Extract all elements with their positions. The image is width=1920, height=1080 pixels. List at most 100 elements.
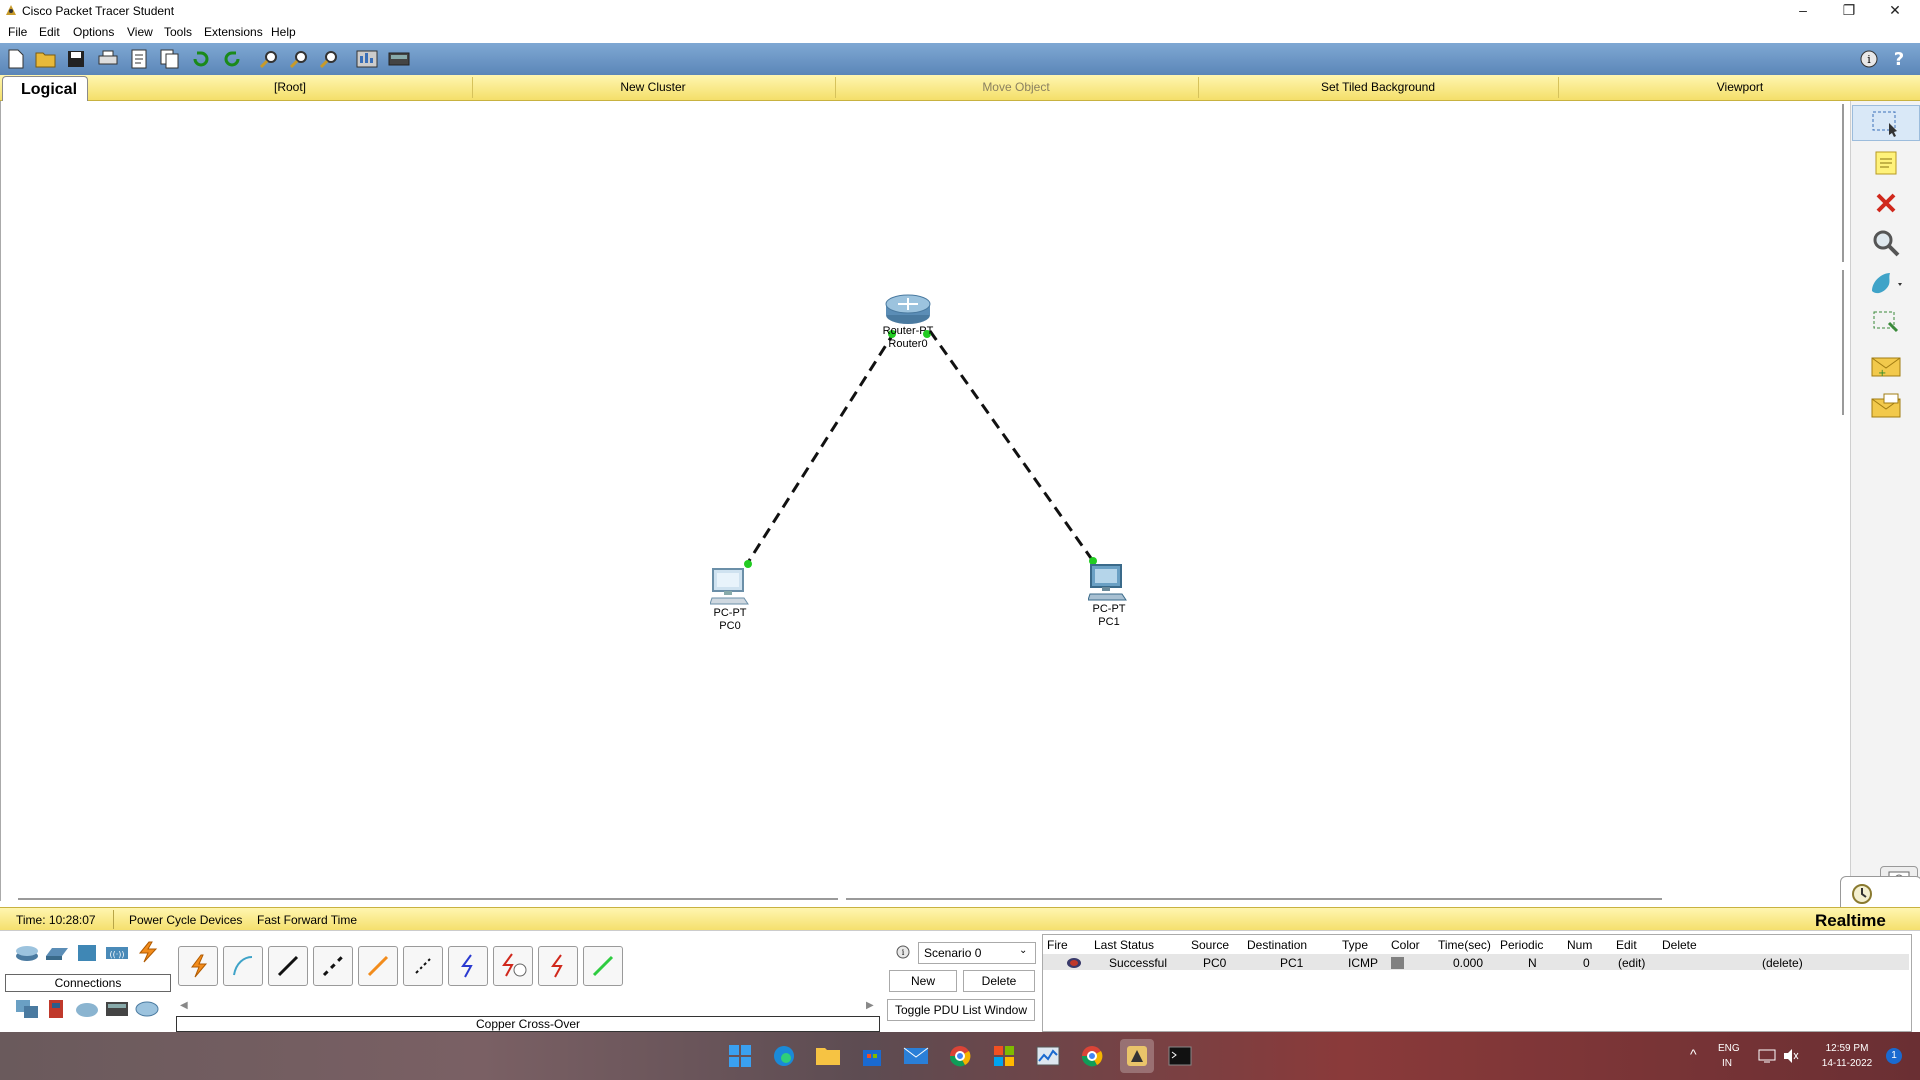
cable-copper-straight-through-icon[interactable] [268, 946, 308, 986]
maximize-button[interactable]: ❐ [1842, 2, 1856, 18]
close-button[interactable]: ✕ [1889, 2, 1901, 18]
vertical-scrollbar[interactable] [1842, 104, 1844, 262]
link-router0-pc0[interactable] [745, 330, 897, 565]
menu-tools[interactable]: Tools [164, 25, 193, 39]
draw-shape-icon[interactable] [1866, 266, 1906, 300]
new-cluster-button[interactable]: New Cluster [620, 80, 686, 94]
pdu-edit-link[interactable]: (edit) [1618, 956, 1646, 970]
set-tiled-background-button[interactable]: Set Tiled Background [1320, 80, 1436, 94]
office-icon[interactable] [990, 1042, 1018, 1070]
cable-serial-dce-icon[interactable] [493, 946, 533, 986]
logical-workspace-canvas[interactable] [0, 101, 1849, 901]
cable-coaxial-icon[interactable] [448, 946, 488, 986]
mail-icon[interactable] [902, 1042, 930, 1070]
save-icon[interactable] [65, 48, 87, 70]
routers-category-icon[interactable] [14, 942, 40, 964]
network-icon[interactable] [1758, 1048, 1776, 1064]
open-folder-icon[interactable] [35, 48, 57, 70]
horizontal-scrollbar[interactable] [18, 898, 838, 900]
scenario-select[interactable]: Scenario 0 ⌄ [918, 942, 1036, 964]
power-cycle-devices-button[interactable]: Power Cycle Devices [129, 913, 243, 927]
place-note-icon[interactable] [1866, 146, 1906, 180]
minimize-button[interactable]: – [1799, 2, 1807, 18]
chrome-icon[interactable] [946, 1042, 974, 1070]
pc0-device[interactable] [709, 568, 750, 606]
help-icon[interactable]: ? [1888, 48, 1910, 70]
cable-copper-cross-over-icon[interactable] [313, 946, 353, 986]
multiuser-category-icon[interactable] [134, 998, 160, 1020]
switches-category-icon[interactable] [44, 942, 70, 964]
menu-edit[interactable]: Edit [39, 25, 60, 39]
resize-shape-icon[interactable] [1866, 306, 1906, 340]
inspect-tool-icon[interactable] [1866, 226, 1906, 260]
fire-indicator-icon[interactable] [1066, 957, 1082, 969]
cable-list-scrollbar[interactable]: ◀ ▶ [180, 1000, 874, 1011]
menu-extensions[interactable]: Extensions [204, 25, 263, 39]
custom-device-icon[interactable] [388, 48, 410, 70]
delete-scenario-button[interactable]: Delete [963, 970, 1035, 992]
realtime-mode-tab[interactable] [1840, 876, 1920, 910]
router0-device[interactable] [884, 293, 932, 325]
language-indicator[interactable]: ENG [1718, 1043, 1740, 1054]
file-explorer-icon[interactable] [814, 1042, 842, 1070]
pdu-delete-link[interactable]: (delete) [1762, 956, 1803, 970]
packet-tracer-taskbar-icon[interactable] [1120, 1039, 1154, 1073]
print-icon[interactable] [97, 48, 119, 70]
zoom-out-icon[interactable] [318, 48, 340, 70]
wireless-category-icon[interactable]: ((·)) [104, 942, 130, 964]
viewport-button[interactable]: Viewport [1716, 80, 1764, 94]
zoom-in-icon[interactable] [258, 48, 280, 70]
redo-icon[interactable] [221, 48, 243, 70]
copy-icon[interactable] [159, 48, 181, 70]
activity-wizard-icon[interactable] [128, 48, 150, 70]
scenario-info-icon[interactable]: i [895, 944, 911, 960]
horizontal-scrollbar[interactable] [846, 898, 1662, 900]
new-file-icon[interactable] [5, 48, 27, 70]
task-manager-icon[interactable] [1034, 1042, 1062, 1070]
cable-automatic-icon[interactable] [178, 946, 218, 986]
store-icon[interactable] [858, 1042, 886, 1070]
hubs-category-icon[interactable] [74, 942, 100, 964]
select-tool-icon[interactable] [1852, 105, 1920, 141]
cable-console-icon[interactable] [223, 946, 263, 986]
chevron-up-icon[interactable]: ^ [1690, 1046, 1697, 1062]
start-icon[interactable] [726, 1042, 754, 1070]
pc1-device[interactable] [1087, 564, 1128, 602]
palette-icon[interactable] [356, 48, 378, 70]
custom-devices-category-icon[interactable] [104, 998, 130, 1020]
table-row[interactable] [1043, 954, 1909, 970]
fast-forward-time-button[interactable]: Fast Forward Time [257, 913, 358, 927]
end-devices-category-icon[interactable] [14, 998, 40, 1020]
delete-tool-icon[interactable] [1866, 186, 1906, 220]
link-router0-pc1[interactable] [928, 330, 1095, 562]
cable-fiber-icon[interactable] [358, 946, 398, 986]
undo-icon[interactable] [190, 48, 212, 70]
new-scenario-button[interactable]: New [889, 970, 957, 992]
root-button[interactable]: [Root] [273, 80, 306, 94]
cable-serial-dte-icon[interactable] [538, 946, 578, 986]
menu-options[interactable]: Options [73, 25, 115, 39]
menu-file[interactable]: File [8, 25, 28, 39]
chrome-icon[interactable] [1078, 1042, 1106, 1070]
notification-badge[interactable]: 1 [1886, 1048, 1902, 1064]
logical-workspace-tab[interactable]: Logical [2, 76, 88, 103]
wan-emulation-category-icon[interactable] [74, 998, 100, 1020]
add-simple-pdu-icon[interactable]: + [1866, 350, 1906, 384]
connections-category-icon[interactable] [134, 940, 160, 963]
vertical-scrollbar[interactable] [1842, 270, 1844, 415]
menu-view[interactable]: View [127, 25, 153, 39]
menu-help[interactable]: Help [271, 25, 296, 39]
terminal-icon[interactable] [1166, 1042, 1194, 1070]
clock-time[interactable]: 12:59 PM [1825, 1043, 1869, 1054]
clock-date[interactable]: 14-11-2022 [1821, 1058, 1873, 1069]
zoom-reset-icon[interactable] [288, 48, 310, 70]
cable-octal-icon[interactable] [583, 946, 623, 986]
add-complex-pdu-icon[interactable] [1866, 390, 1906, 424]
edge-icon[interactable] [770, 1042, 798, 1070]
security-category-icon[interactable] [44, 998, 70, 1020]
move-object-button[interactable]: Move Object [982, 80, 1050, 94]
volume-muted-icon[interactable] [1782, 1048, 1800, 1064]
toggle-pdu-list-window-button[interactable]: Toggle PDU List Window [887, 999, 1035, 1021]
info-icon[interactable]: i [1858, 48, 1880, 70]
cable-phone-icon[interactable] [403, 946, 443, 986]
